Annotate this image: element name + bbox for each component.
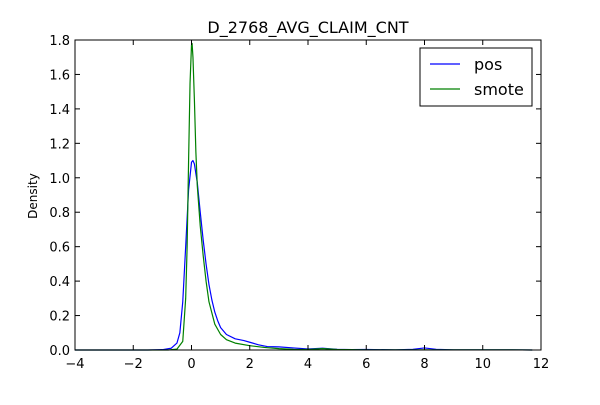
axis-ticks: −4 −2 0 2 4 6 8 10 12 0.0 0.2 0.4 0.6 0.8 1.0 1.2 1.4 1.6… <box>49 34 549 372</box>
legend-label-smote: smote <box>474 80 524 99</box>
legend-label-pos: pos <box>474 55 502 74</box>
y-tick-label: 1.4 <box>49 103 70 118</box>
chart-title: D_2768_AVG_CLAIM_CNT <box>207 18 408 38</box>
y-tick-label: 0.6 <box>49 241 70 256</box>
y-tick-label: 0.4 <box>49 275 70 290</box>
x-tick-label: 10 <box>474 357 491 372</box>
x-tick-label: −2 <box>124 357 143 372</box>
x-tick-label: 0 <box>187 357 195 372</box>
x-tick-label: 4 <box>304 357 312 372</box>
y-tick-label: 1.0 <box>49 172 70 187</box>
series-line-pos <box>75 159 533 351</box>
y-tick-label: 0.0 <box>49 344 70 359</box>
x-tick-label: 6 <box>362 357 370 372</box>
legend-box <box>419 47 533 107</box>
y-tick-label: 0.2 <box>49 310 70 325</box>
x-tick-label: 12 <box>533 357 550 372</box>
legend: pos smote <box>419 47 533 107</box>
y-tick-label: 1.8 <box>49 34 70 49</box>
x-tick-label: 8 <box>420 357 428 372</box>
y-tick-label: 1.6 <box>49 68 70 83</box>
y-tick-label: 1.2 <box>49 137 70 152</box>
x-tick-label: 2 <box>246 357 254 372</box>
y-tick-label: 0.8 <box>49 206 70 221</box>
y-axis-label: Density <box>26 173 40 219</box>
x-tick-label: −4 <box>65 357 84 372</box>
